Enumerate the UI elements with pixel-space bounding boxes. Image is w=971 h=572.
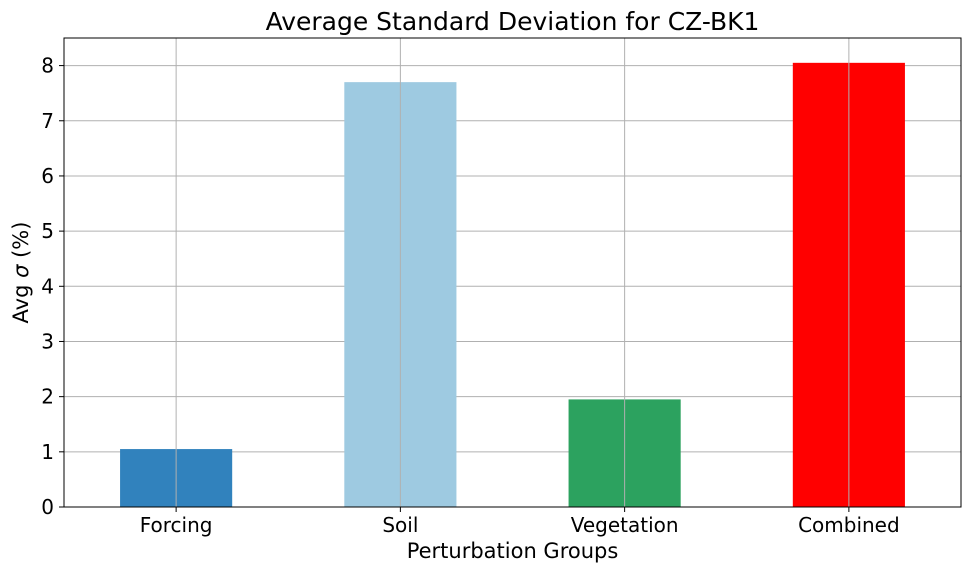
plot-frame — [63, 37, 962, 508]
y-tick-label: 0 — [41, 495, 54, 519]
x-tick-label: Forcing — [140, 513, 213, 537]
y-tick-label: 4 — [41, 274, 54, 298]
x-tick-label: Vegetation — [571, 513, 679, 537]
y-axis-ticks: 0 1 2 3 4 5 6 7 8 — [41, 54, 64, 519]
y-axis-title-symbol: σ — [9, 264, 33, 278]
x-axis-title: Perturbation Groups — [407, 539, 619, 563]
y-tick-label: 8 — [41, 54, 54, 78]
x-grid — [175, 38, 850, 507]
x-tick-label: Soil — [382, 513, 418, 537]
y-axis-title: Avg σ (%) — [9, 222, 33, 324]
bars — [120, 62, 905, 508]
x-tick-label: Combined — [798, 513, 900, 537]
y-tick-label: 3 — [41, 329, 54, 353]
y-tick-label: 6 — [41, 164, 54, 188]
y-axis-title-prefix: Avg — [9, 278, 33, 324]
y-tick-label: 1 — [41, 440, 54, 464]
x-axis-ticks: Forcing Soil Vegetation Combined — [140, 507, 900, 537]
chart-title: Average Standard Deviation for CZ-BK1 — [266, 7, 760, 36]
y-tick-label: 2 — [41, 385, 54, 409]
y-tick-label: 5 — [41, 219, 54, 243]
y-axis-title-suffix: (%) — [9, 222, 33, 265]
y-tick-label: 7 — [41, 109, 54, 133]
